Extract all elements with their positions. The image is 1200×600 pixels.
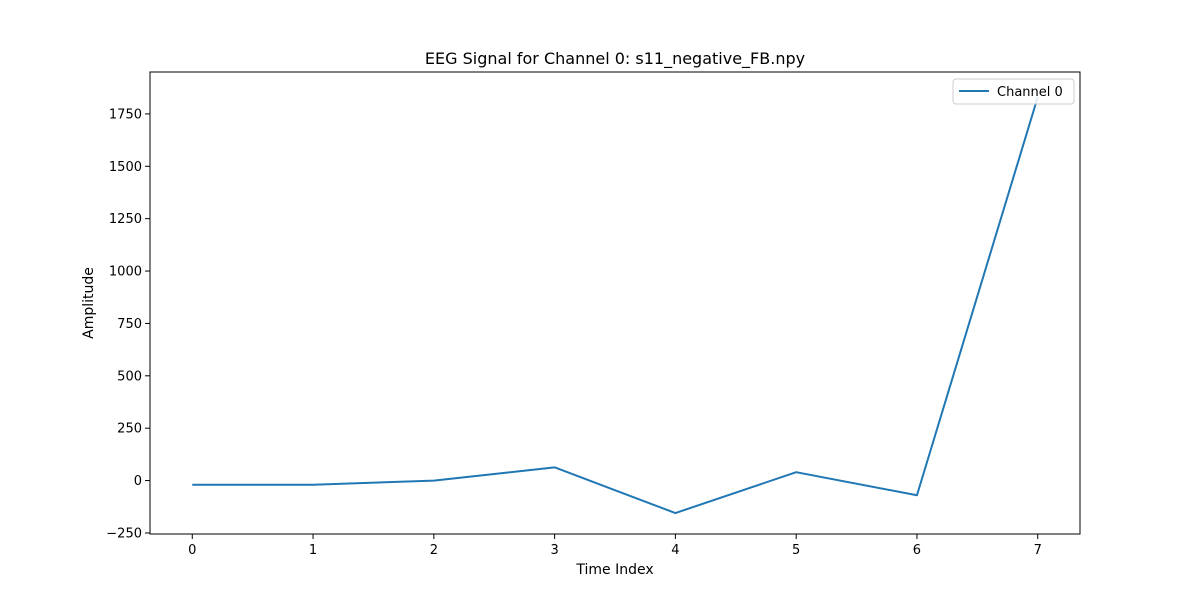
x-axis-label: Time Index: [575, 562, 653, 578]
y-axis-ticks: −250 0 250 500 750 1000 1250 1500 1750: [106, 107, 150, 541]
x-tick-label: 6: [913, 543, 921, 558]
x-tick-label: 3: [550, 543, 558, 558]
y-tick-label: 1000: [109, 265, 142, 280]
x-tick-label: 2: [430, 543, 438, 558]
x-tick-label: 0: [188, 543, 196, 558]
series-line-channel-0: [192, 96, 1039, 515]
x-tick-label: 5: [792, 543, 800, 558]
x-tick-label: 7: [1034, 543, 1042, 558]
x-axis-ticks: 0 1 2 3 4 5 6 7: [188, 534, 1042, 558]
legend: Channel 0: [952, 78, 1075, 105]
x-tick-label: 1: [309, 543, 317, 558]
y-tick-label: 1250: [109, 212, 142, 227]
y-tick-label: −250: [106, 526, 142, 541]
y-tick-label: 1500: [109, 160, 142, 175]
y-tick-label: 1750: [109, 107, 142, 122]
chart-title: EEG Signal for Channel 0: s11_negative_F…: [425, 49, 805, 69]
y-axis-label: Amplitude: [81, 267, 97, 339]
plot-area: [149, 71, 1081, 535]
y-tick-label: 500: [117, 369, 142, 384]
legend-box: [952, 78, 1075, 105]
y-tick-label: 0: [134, 474, 142, 489]
plot-frame: [149, 71, 1081, 535]
x-tick-label: 4: [671, 543, 679, 558]
y-tick-label: 750: [117, 317, 142, 332]
series-layer: [192, 96, 1039, 515]
y-tick-label: 250: [117, 422, 142, 437]
legend-label: Channel 0: [997, 85, 1063, 100]
